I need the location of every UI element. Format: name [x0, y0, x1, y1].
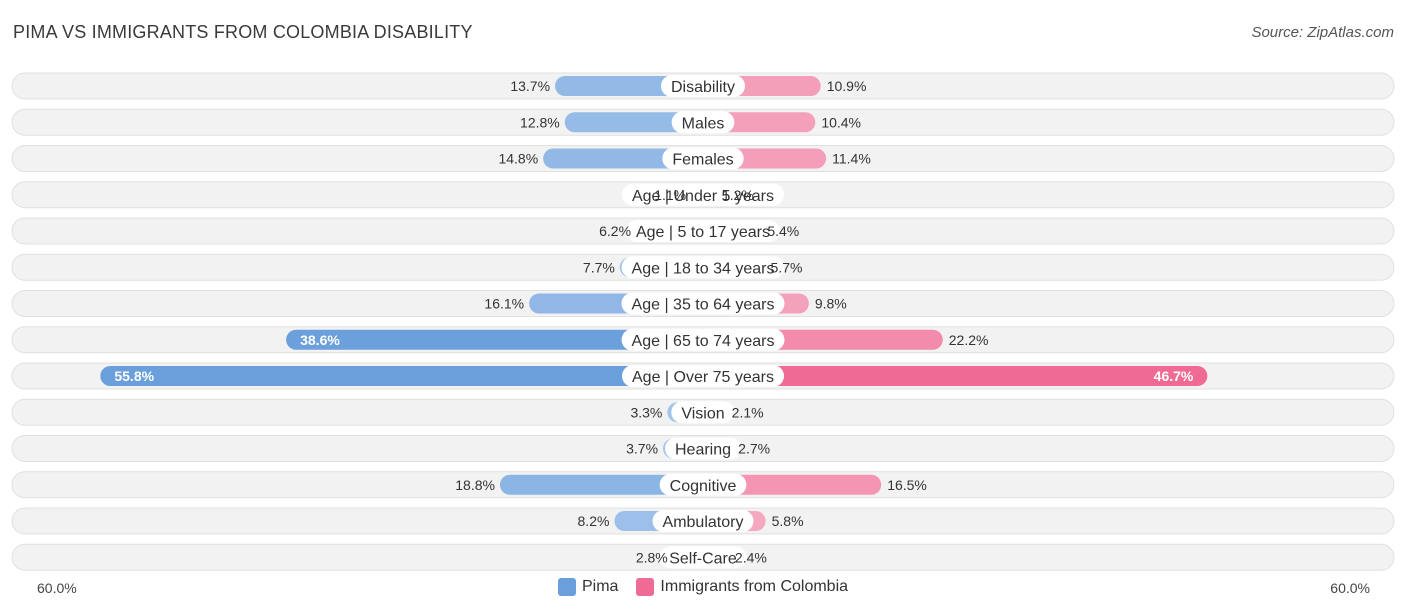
category-label: Disability — [671, 79, 735, 96]
value-label-colombia: 2.1% — [732, 404, 764, 420]
category-pill — [621, 256, 785, 279]
category-label: Age | 18 to 34 years — [632, 260, 775, 277]
value-label-colombia: 1.2% — [722, 187, 754, 203]
value-label-pima: 6.2% — [599, 223, 631, 239]
category-label: Ambulatory — [663, 514, 744, 531]
value-label-colombia: 10.4% — [821, 114, 861, 130]
category-pill — [621, 292, 785, 315]
category-pill — [659, 546, 747, 569]
category-label: Cognitive — [670, 478, 737, 495]
category-label: Age | Under 5 years — [632, 188, 774, 205]
value-label-pima: 55.8% — [114, 368, 154, 384]
bar-pima[interactable] — [499, 474, 703, 495]
value-label-colombia: 46.7% — [1154, 368, 1194, 384]
axis-right-label: 60.0% — [1330, 580, 1370, 596]
category-pill — [664, 437, 742, 460]
value-label-colombia: 9.8% — [815, 296, 847, 312]
value-label-pima: 3.3% — [630, 404, 662, 420]
value-label-pima: 12.8% — [520, 114, 560, 130]
source-label: Source: ZipAtlas.com — [1251, 24, 1394, 41]
category-pill — [660, 75, 746, 97]
value-label-pima: 3.7% — [626, 441, 658, 457]
category-label: Age | 65 to 74 years — [632, 333, 775, 350]
category-label: Age | Over 75 years — [632, 369, 774, 386]
category-pill — [621, 328, 785, 351]
bar-pima[interactable] — [286, 329, 703, 350]
bar-colombia[interactable] — [703, 366, 1208, 386]
legend: Pima Immigrants from Colombia — [0, 578, 1406, 596]
legend-swatch-pima — [557, 578, 576, 596]
category-pill — [622, 365, 784, 387]
legend-label-pima: Pima — [581, 578, 619, 595]
value-label-pima: 13.7% — [510, 78, 550, 94]
category-label: Self-Care — [669, 550, 737, 567]
legend-item-pima[interactable]: Pima — [557, 578, 619, 596]
category-label: Hearing — [675, 442, 731, 459]
value-label-pima: 14.8% — [498, 151, 538, 167]
category-pill — [662, 147, 744, 170]
value-label-pima: 16.1% — [484, 296, 524, 312]
category-label: Females — [672, 152, 733, 169]
axis-left-label: 60.0% — [37, 580, 77, 596]
bar-pima[interactable] — [100, 366, 704, 386]
value-label-colombia: 2.4% — [735, 549, 767, 565]
value-label-pima: 1.1% — [654, 187, 686, 203]
value-label-colombia: 11.4% — [832, 151, 871, 167]
value-label-pima: 7.7% — [583, 259, 615, 275]
bar-colombia[interactable] — [703, 474, 882, 495]
legend-item-colombia[interactable]: Immigrants from Colombia — [636, 578, 848, 596]
value-label-colombia: 22.2% — [949, 332, 989, 348]
value-label-pima: 18.8% — [455, 477, 495, 493]
category-label: Vision — [681, 405, 724, 422]
value-label-colombia: 5.8% — [772, 513, 804, 529]
category-pill — [625, 220, 781, 242]
category-pill — [671, 111, 735, 134]
value-label-colombia: 5.7% — [771, 259, 803, 275]
value-label-colombia: 5.4% — [767, 223, 799, 239]
value-label-pima: 8.2% — [578, 513, 610, 529]
bar-pima[interactable] — [543, 148, 703, 169]
chart-title: PIMA VS IMMIGRANTS FROM COLOMBIA DISABIL… — [13, 22, 473, 42]
category-label: Age | 5 to 17 years — [636, 224, 770, 241]
bar-pima[interactable] — [564, 112, 703, 133]
category-pill — [621, 183, 785, 206]
legend-label-colombia: Immigrants from Colombia — [660, 578, 849, 595]
value-label-colombia: 10.9% — [827, 78, 867, 94]
category-pill — [659, 473, 747, 496]
value-label-colombia: 2.7% — [738, 441, 770, 457]
category-pill — [652, 510, 754, 532]
category-label: Males — [682, 115, 725, 132]
value-label-pima: 2.8% — [636, 549, 668, 565]
value-label-colombia: 16.5% — [887, 477, 927, 493]
legend-swatch-colombia — [636, 578, 655, 596]
value-label-pima: 38.6% — [300, 332, 340, 348]
category-label: Age | 35 to 64 years — [632, 297, 775, 314]
category-pill — [671, 401, 735, 424]
